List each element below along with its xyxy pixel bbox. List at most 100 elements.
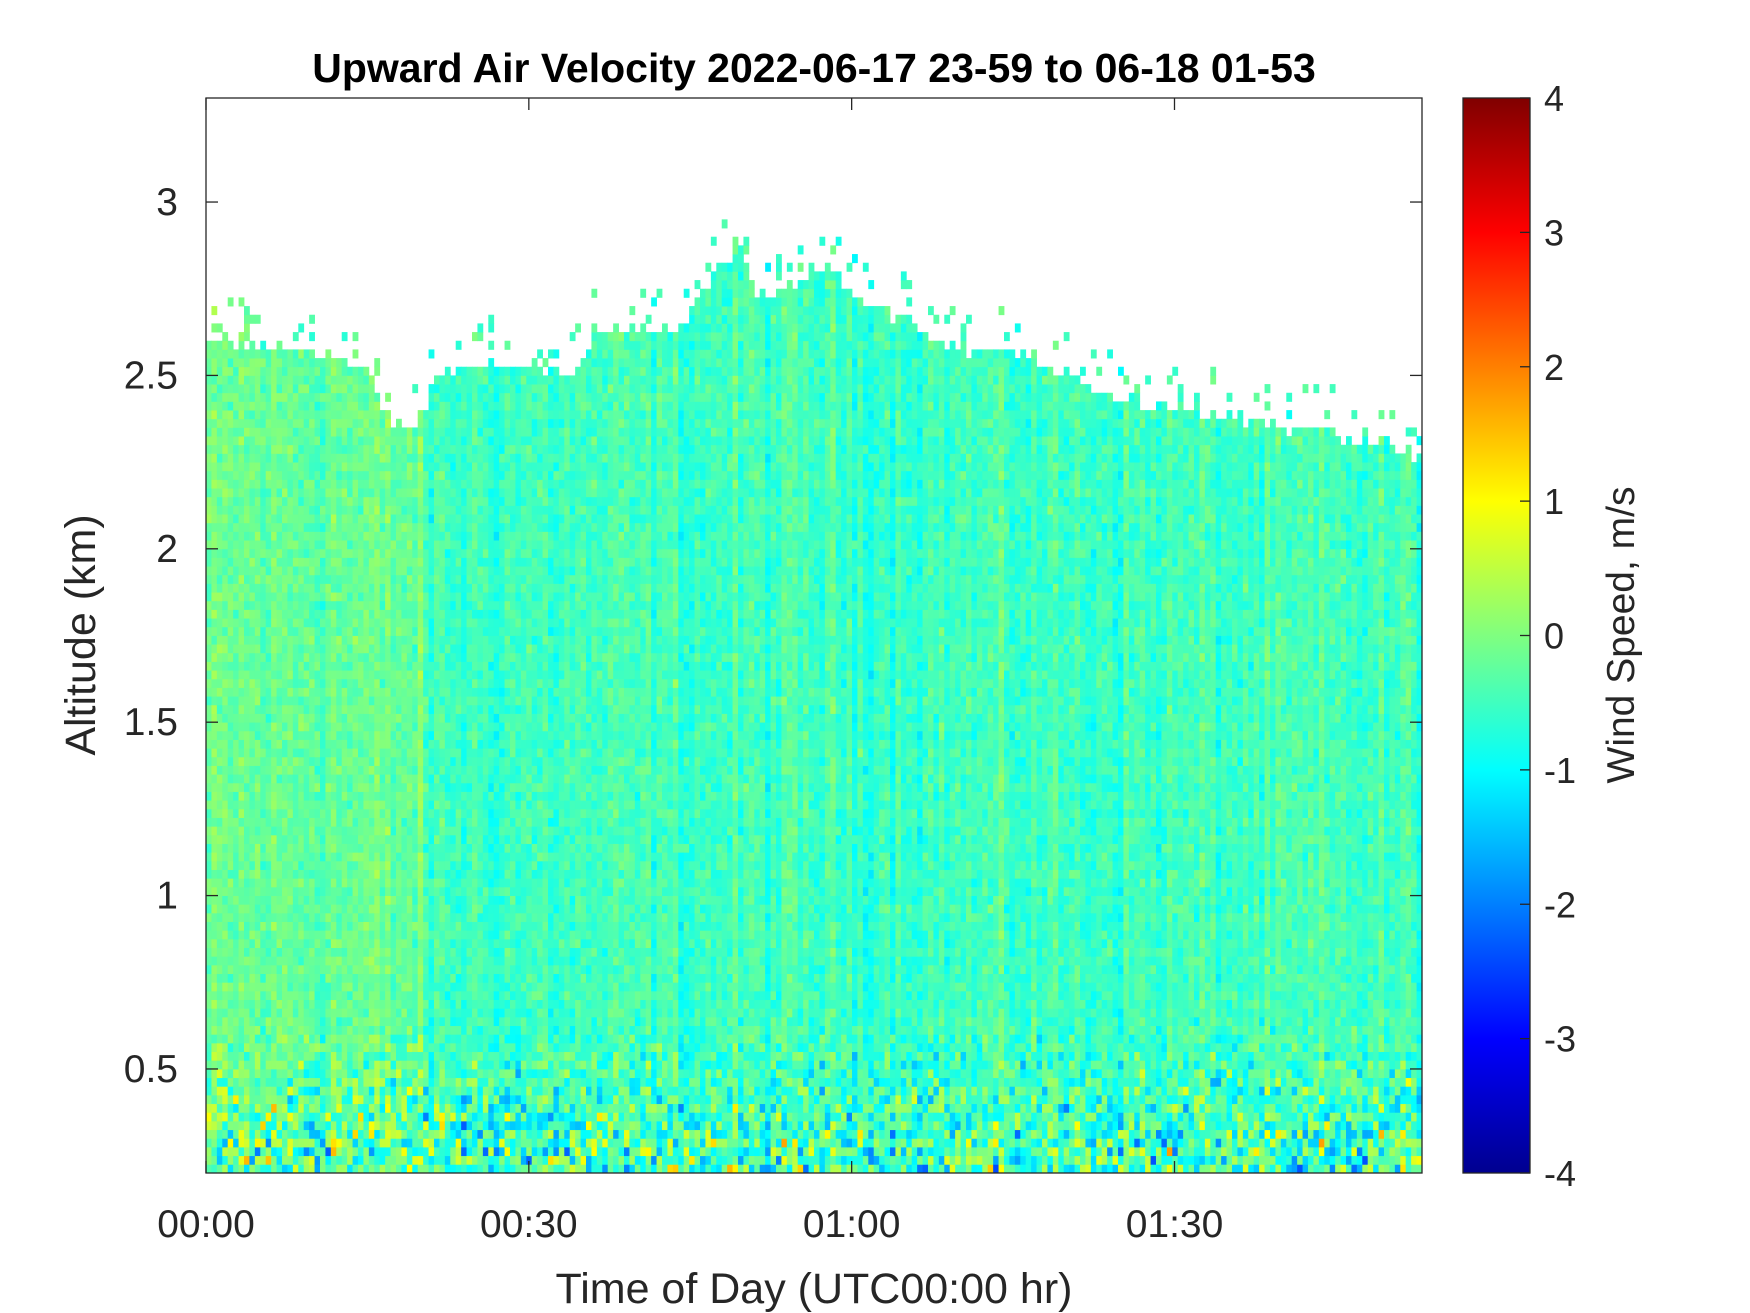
heatmap-cell — [249, 548, 256, 558]
heatmap-cell — [352, 782, 359, 792]
heatmap-cell — [450, 860, 457, 870]
heatmap-cell — [401, 1146, 408, 1157]
heatmap-cell — [450, 479, 457, 489]
heatmap-cell — [238, 366, 245, 376]
heatmap-cell — [309, 644, 315, 654]
heatmap-cell — [423, 1112, 429, 1122]
heatmap-cell — [444, 1042, 451, 1053]
heatmap-cell — [368, 1138, 375, 1148]
heatmap-cell — [303, 366, 310, 376]
heatmap-cell — [390, 496, 397, 506]
heatmap-cell — [216, 427, 223, 437]
heatmap-cell — [265, 1164, 272, 1173]
heatmap-cell — [222, 444, 229, 454]
heatmap-cell — [292, 956, 299, 966]
heatmap-cell — [216, 574, 223, 584]
heatmap-cell — [238, 652, 245, 662]
heatmap-cell — [320, 366, 326, 376]
heatmap-cell — [450, 453, 457, 463]
heatmap-cell — [482, 670, 489, 680]
heatmap-cell — [244, 514, 250, 524]
heatmap-cell — [330, 1034, 337, 1044]
heatmap-cell — [412, 973, 419, 983]
heatmap-cell — [249, 626, 256, 636]
heatmap-cell — [455, 514, 462, 524]
heatmap-cell — [341, 687, 348, 697]
heatmap-cell — [352, 557, 359, 567]
heatmap-cell — [444, 834, 451, 844]
heatmap-cell — [292, 574, 299, 584]
heatmap-cell — [374, 999, 381, 1009]
heatmap-cell — [276, 834, 283, 844]
heatmap-cell — [347, 583, 353, 593]
heatmap-cell — [439, 670, 446, 680]
heatmap-cell — [374, 644, 381, 654]
heatmap-cell — [358, 826, 364, 836]
heatmap-cell — [211, 323, 218, 333]
heatmap-cell — [320, 1077, 326, 1087]
heatmap-cell — [227, 340, 234, 350]
heatmap-cell — [423, 1025, 429, 1035]
heatmap-cell — [423, 444, 429, 454]
heatmap-cell — [276, 496, 283, 506]
heatmap-cell — [368, 765, 375, 775]
heatmap-cell — [358, 418, 364, 428]
heatmap-cell — [222, 800, 229, 810]
heatmap-cell — [238, 297, 245, 307]
heatmap-cell — [428, 964, 435, 975]
heatmap-cell — [211, 1051, 218, 1061]
heatmap-cell — [417, 791, 424, 801]
heatmap-cell — [211, 384, 218, 394]
heatmap-cell — [450, 748, 457, 758]
heatmap-cell — [303, 956, 310, 966]
heatmap-cell — [358, 618, 364, 628]
heatmap-cell — [423, 540, 429, 550]
heatmap-cell — [254, 990, 261, 1001]
heatmap-cell — [352, 574, 359, 584]
heatmap-cell — [238, 496, 245, 506]
heatmap-cell — [461, 427, 467, 437]
heatmap-cell — [227, 531, 234, 541]
heatmap-cell — [265, 782, 272, 792]
heatmap-cell — [325, 392, 332, 402]
heatmap-cell — [466, 895, 473, 905]
heatmap-cell — [260, 869, 267, 879]
heatmap-cell — [472, 652, 478, 662]
heatmap-cell — [488, 791, 495, 801]
heatmap-cell — [477, 1016, 484, 1027]
heatmap-cell — [423, 418, 429, 428]
heatmap-cell — [412, 834, 419, 844]
heatmap-cell — [439, 548, 446, 558]
heatmap-cell — [374, 895, 381, 905]
heatmap-cell — [477, 479, 484, 489]
heatmap-cell — [434, 1120, 440, 1131]
heatmap-cell — [423, 956, 429, 966]
heatmap-cell — [227, 904, 234, 914]
heatmap-cell — [249, 687, 256, 697]
heatmap-cell — [254, 774, 261, 784]
heatmap-cell — [434, 436, 440, 446]
heatmap-cell — [244, 1034, 250, 1044]
heatmap-cell — [260, 904, 267, 914]
heatmap-cell — [233, 1060, 239, 1070]
heatmap-cell — [358, 583, 364, 593]
heatmap-cell — [233, 574, 239, 584]
heatmap-cell — [401, 964, 408, 975]
heatmap-cell — [298, 635, 305, 645]
heatmap-cell — [482, 1016, 489, 1027]
heatmap-cell — [450, 540, 457, 550]
heatmap-cell — [461, 1120, 467, 1131]
heatmap-cell — [444, 756, 451, 766]
heatmap-cell — [412, 618, 419, 628]
heatmap-cell — [206, 704, 212, 714]
heatmap-cell — [352, 1034, 359, 1044]
heatmap-cell — [233, 670, 239, 680]
heatmap-cell — [325, 531, 332, 541]
heatmap-cell — [450, 444, 457, 454]
heatmap-cell — [401, 730, 408, 740]
heatmap-cell — [222, 791, 229, 801]
heatmap-cell — [271, 782, 277, 792]
heatmap-cell — [211, 1094, 218, 1105]
heatmap-cell — [282, 774, 288, 784]
heatmap-cell — [472, 765, 478, 775]
